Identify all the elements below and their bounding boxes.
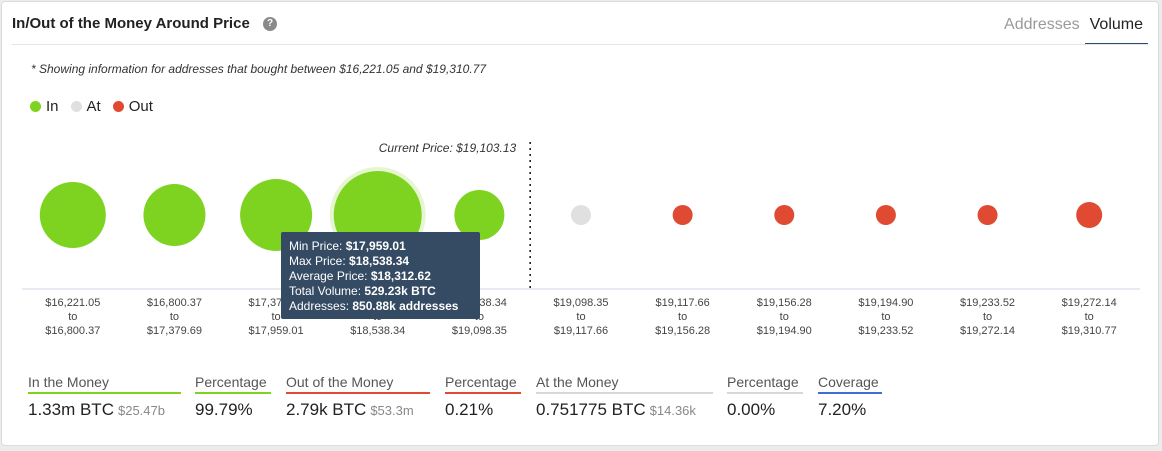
stat-underline [727, 392, 803, 394]
stat-underline [286, 392, 430, 394]
stat-underline [536, 392, 713, 394]
tick-label-10-2: $19,310.77 [1062, 325, 1117, 337]
tick-label-0-2: $16,800.37 [45, 325, 100, 337]
tick-label-6-0: $19,117.66 [656, 297, 710, 309]
tick-label-0-0: $16,221.05 [45, 297, 100, 309]
stat-in-the-money: In the Money 1.33m BTC $25.47b [28, 374, 181, 420]
stat-label: At the Money [536, 374, 619, 390]
tick-label-0-1: to [68, 311, 77, 323]
stat-value: 2.79k BTC $53.3m [286, 400, 414, 419]
tick-label-4-2: $19,098.35 [452, 325, 507, 337]
legend-label-in: In [46, 98, 59, 115]
tick-label-10-0: $19,272.14 [1062, 297, 1117, 309]
bubble-8[interactable] [875, 205, 896, 225]
bubble-9[interactable] [977, 205, 998, 225]
bubble-4[interactable] [454, 190, 505, 240]
stat-value: 0.00% [727, 400, 776, 419]
stat-underline [28, 392, 181, 394]
legend-dot-at [70, 101, 82, 112]
tick-label-7-2: $19,194.90 [757, 325, 812, 337]
stat-value: 99.79% [195, 400, 253, 419]
tick-label-9-0: $19,233.52 [960, 297, 1015, 309]
tick-label-7-0: $19,156.28 [757, 297, 812, 309]
tick-label-2-2: $17,959.01 [249, 325, 304, 337]
tab-addresses[interactable]: Addresses [1004, 16, 1080, 33]
legend-dot-out [112, 101, 124, 112]
tick-label-2-1: to [271, 311, 280, 323]
stat-at-percentage: Percentage 0.00% [727, 374, 803, 420]
bubble-6[interactable] [672, 205, 693, 225]
bubble-7[interactable] [774, 205, 795, 225]
tick-label-8-0: $19,194.90 [858, 297, 913, 309]
tick-label-6-1: to [678, 311, 687, 323]
iomap-chart: $16,221.05 to $16,800.37 $16,800.37 to $17,37… [22, 141, 1140, 337]
stat-value: 1.33m BTC $25.47b [28, 400, 165, 419]
tick-label-9-2: $19,272.14 [960, 325, 1015, 337]
tick-label-7-1: to [780, 311, 789, 323]
legend-label-out: Out [128, 98, 153, 115]
stat-underline [818, 392, 882, 394]
tooltip-avg-row: Average Price: $18,312.62 [289, 269, 431, 283]
tab-volume[interactable]: Volume [1084, 16, 1148, 45]
bubble-1[interactable] [143, 184, 206, 246]
legend-dot-in [30, 101, 41, 112]
tick-label-6-2: $19,156.28 [655, 325, 710, 337]
tooltip-max-row: Max Price: $18,538.34 [289, 254, 410, 268]
bubble-10[interactable] [1076, 202, 1103, 228]
legend-item-at[interactable]: At [70, 98, 101, 115]
tick-label-1-1: to [170, 311, 179, 323]
stat-label: Out of the Money [286, 374, 394, 390]
card-title: In/Out of the Money Around Price [12, 15, 250, 32]
view-tabs: Addresses Volume [999, 16, 1148, 45]
stat-out-percentage: Percentage 0.21% [445, 374, 521, 420]
bubble-5[interactable] [571, 205, 591, 225]
tick-label-5-0: $19,098.35 [553, 297, 608, 309]
tick-label-9-1: to [983, 311, 992, 323]
stat-value: 0.751775 BTC $14.36k [536, 400, 696, 419]
stat-in-percentage: Percentage 99.79% [195, 374, 271, 420]
stat-at-the-money: At the Money 0.751775 BTC $14.36k [536, 374, 713, 420]
header-divider [12, 44, 1148, 45]
stat-label: Coverage [818, 374, 879, 390]
tooltip-addresses-row: Addresses: 850.88k addresses [289, 299, 459, 313]
tick-label-8-2: $19,233.52 [858, 325, 913, 337]
tick-label-10-1: to [1085, 311, 1094, 323]
tooltip-volume-row: Total Volume: 529.23k BTC [289, 284, 436, 298]
tick-label-3-2: $18,538.34 [350, 325, 405, 337]
legend-item-in[interactable]: In [30, 98, 59, 115]
stat-label: Percentage [727, 374, 799, 390]
stat-value: 7.20% [818, 400, 867, 419]
tick-label-5-2: $19,117.66 [554, 325, 608, 337]
legend: In At Out [30, 98, 165, 115]
tick-label-1-0: $16,800.37 [147, 297, 202, 309]
legend-item-out[interactable]: Out [112, 98, 153, 115]
tick-label-1-2: $17,379.69 [147, 325, 202, 337]
bubble-tooltip: Min Price: $17,959.01 Max Price: $18,538… [281, 232, 480, 319]
current-price-label: Current Price: $19,103.13 [379, 141, 517, 155]
stat-label: Percentage [195, 374, 267, 390]
stat-value: 0.21% [445, 400, 494, 419]
legend-label-at: At [86, 98, 101, 115]
tick-label-8-1: to [881, 311, 890, 323]
range-note: * Showing information for addresses that… [31, 62, 486, 76]
stat-coverage: Coverage 7.20% [818, 374, 882, 420]
tick-label-5-1: to [576, 311, 585, 323]
stat-underline [195, 392, 271, 394]
question-circle-icon[interactable]: ? [263, 17, 277, 31]
stat-label: In the Money [28, 374, 109, 390]
stat-label: Percentage [445, 374, 517, 390]
stat-underline [445, 392, 521, 394]
tooltip-min-row: Min Price: $17,959.01 [289, 239, 406, 253]
bubble-0[interactable] [39, 182, 106, 248]
stat-out-of-the-money: Out of the Money 2.79k BTC $53.3m [286, 374, 430, 420]
